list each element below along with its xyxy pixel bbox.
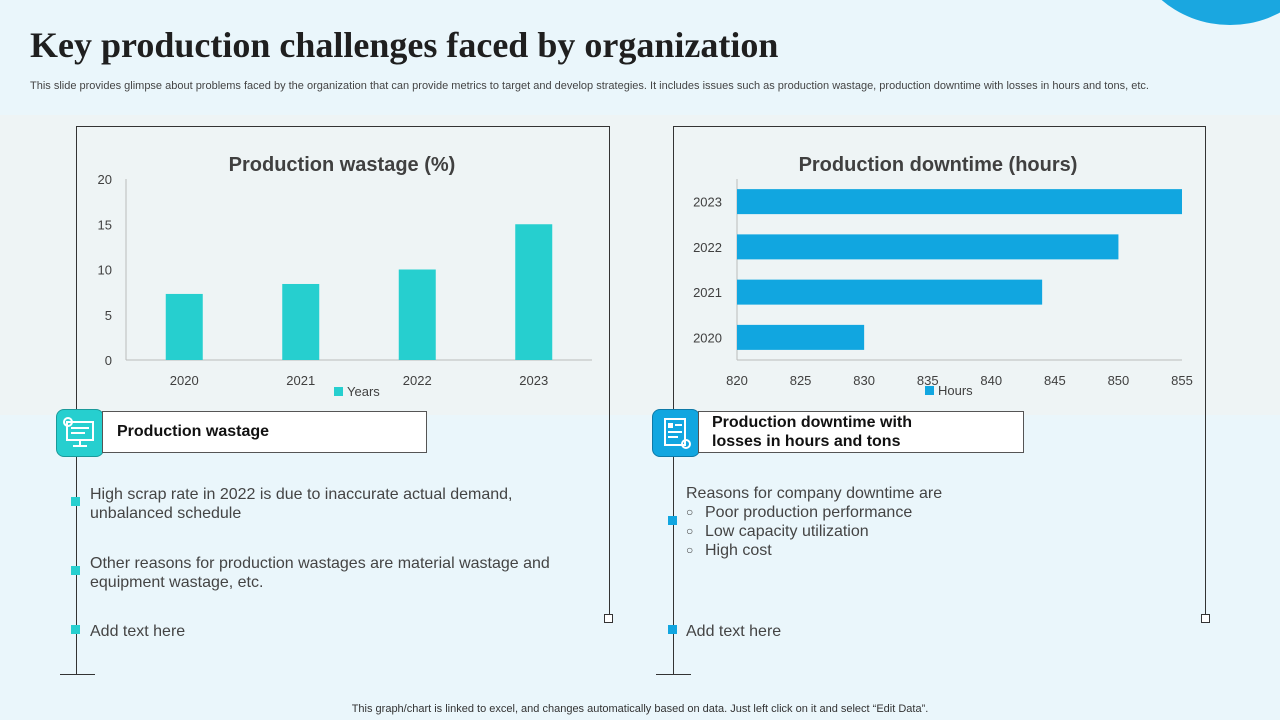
right-frame-right	[1205, 126, 1206, 615]
wastage-bar	[165, 293, 203, 360]
right-section-label: Production downtime with losses in hours…	[698, 411, 1024, 453]
downtime-bar	[737, 234, 1119, 260]
wastage-y-tick-label: 20	[98, 172, 112, 187]
wastage-x-tick-label: 2021	[286, 373, 315, 388]
wastage-chart-title: Production wastage (%)	[229, 154, 456, 176]
wastage-bar	[398, 269, 436, 360]
downtime-bar	[737, 324, 865, 350]
downtime-x-tick-label: 840	[980, 373, 1002, 388]
wastage-x-tick-label: 2023	[519, 373, 548, 388]
downtime-legend-label: Hours	[938, 383, 973, 398]
downtime-x-tick-label: 855	[1171, 373, 1193, 388]
downtime-chart: Production downtime (hours) 820 825 830 835…	[693, 154, 1193, 398]
downtime-legend-swatch	[925, 386, 934, 395]
downtime-x-tick-label: 850	[1108, 373, 1130, 388]
right-subitem: Low capacity utilization	[686, 522, 1106, 541]
right-timeline-foot	[656, 674, 691, 675]
downtime-bar	[737, 279, 1043, 305]
wastage-y-tick-label: 10	[98, 263, 112, 278]
presentation-icon	[56, 409, 104, 457]
chart-band	[0, 115, 1280, 415]
downtime-x-tick-label: 820	[726, 373, 748, 388]
downtime-x-tick-label: 830	[853, 373, 875, 388]
wastage-legend-swatch	[334, 387, 343, 396]
wastage-bar	[515, 224, 553, 360]
page-subtitle: This slide provides glimpse about proble…	[30, 80, 1149, 92]
right-section-label-text: Production downtime with losses in hours…	[712, 414, 912, 450]
left-bullet-1: High scrap rate in 2022 is due to inaccu…	[90, 486, 513, 522]
wastage-x-tick-label: 2022	[403, 373, 432, 388]
right-bullet-2: Add text here	[686, 623, 782, 640]
wastage-y-tick-label: 5	[105, 308, 112, 323]
left-timeline-foot	[60, 674, 95, 675]
left-frame-top	[76, 126, 610, 127]
left-section-label: Production wastage	[102, 411, 427, 453]
right-subitem: Poor production performance	[686, 503, 1106, 522]
left-bullet-marker	[71, 625, 80, 634]
left-timeline	[76, 126, 77, 674]
wastage-legend-label: Years	[347, 384, 380, 399]
page-title: Key production challenges faced by organ…	[30, 25, 779, 65]
right-bullet-marker	[668, 516, 677, 525]
left-bullet-2: Other reasons for production wastages ar…	[90, 555, 550, 591]
downtime-y-tick-label: 2022	[693, 240, 722, 255]
downtime-x-tick-label: 835	[917, 373, 939, 388]
left-frame-end	[604, 614, 613, 623]
wastage-y-tick-label: 15	[98, 217, 112, 232]
downtime-y-tick-label: 2020	[693, 330, 722, 345]
downtime-y-tick-label: 2023	[693, 195, 722, 210]
left-bullet-marker	[71, 497, 80, 506]
right-timeline	[673, 126, 674, 674]
downtime-x-tick-label: 825	[790, 373, 812, 388]
right-bullet-1: Reasons for company downtime are Poor pr…	[686, 484, 1106, 560]
right-frame-top	[673, 126, 1206, 127]
footer-note: This graph/chart is linked to excel, and…	[351, 703, 929, 715]
downtime-x-tick-label: 845	[1044, 373, 1066, 388]
right-sublist: Poor production performance Low capacity…	[686, 503, 1106, 560]
wastage-bar	[282, 283, 320, 360]
downtime-bar	[737, 189, 1182, 215]
wastage-x-tick-label: 2020	[170, 373, 199, 388]
right-subitem: High cost	[686, 541, 1106, 560]
downtime-chart-title: Production downtime (hours)	[799, 154, 1078, 176]
left-frame-right	[609, 126, 610, 615]
checklist-icon	[652, 409, 700, 457]
left-bullet-marker	[71, 566, 80, 575]
right-intro: Reasons for company downtime are	[686, 485, 943, 502]
downtime-y-tick-label: 2021	[693, 285, 722, 300]
left-bullet-3: Add text here	[90, 623, 186, 640]
wastage-y-tick-label: 0	[105, 353, 112, 368]
right-bullet-marker	[668, 625, 677, 634]
right-frame-end	[1201, 614, 1210, 623]
